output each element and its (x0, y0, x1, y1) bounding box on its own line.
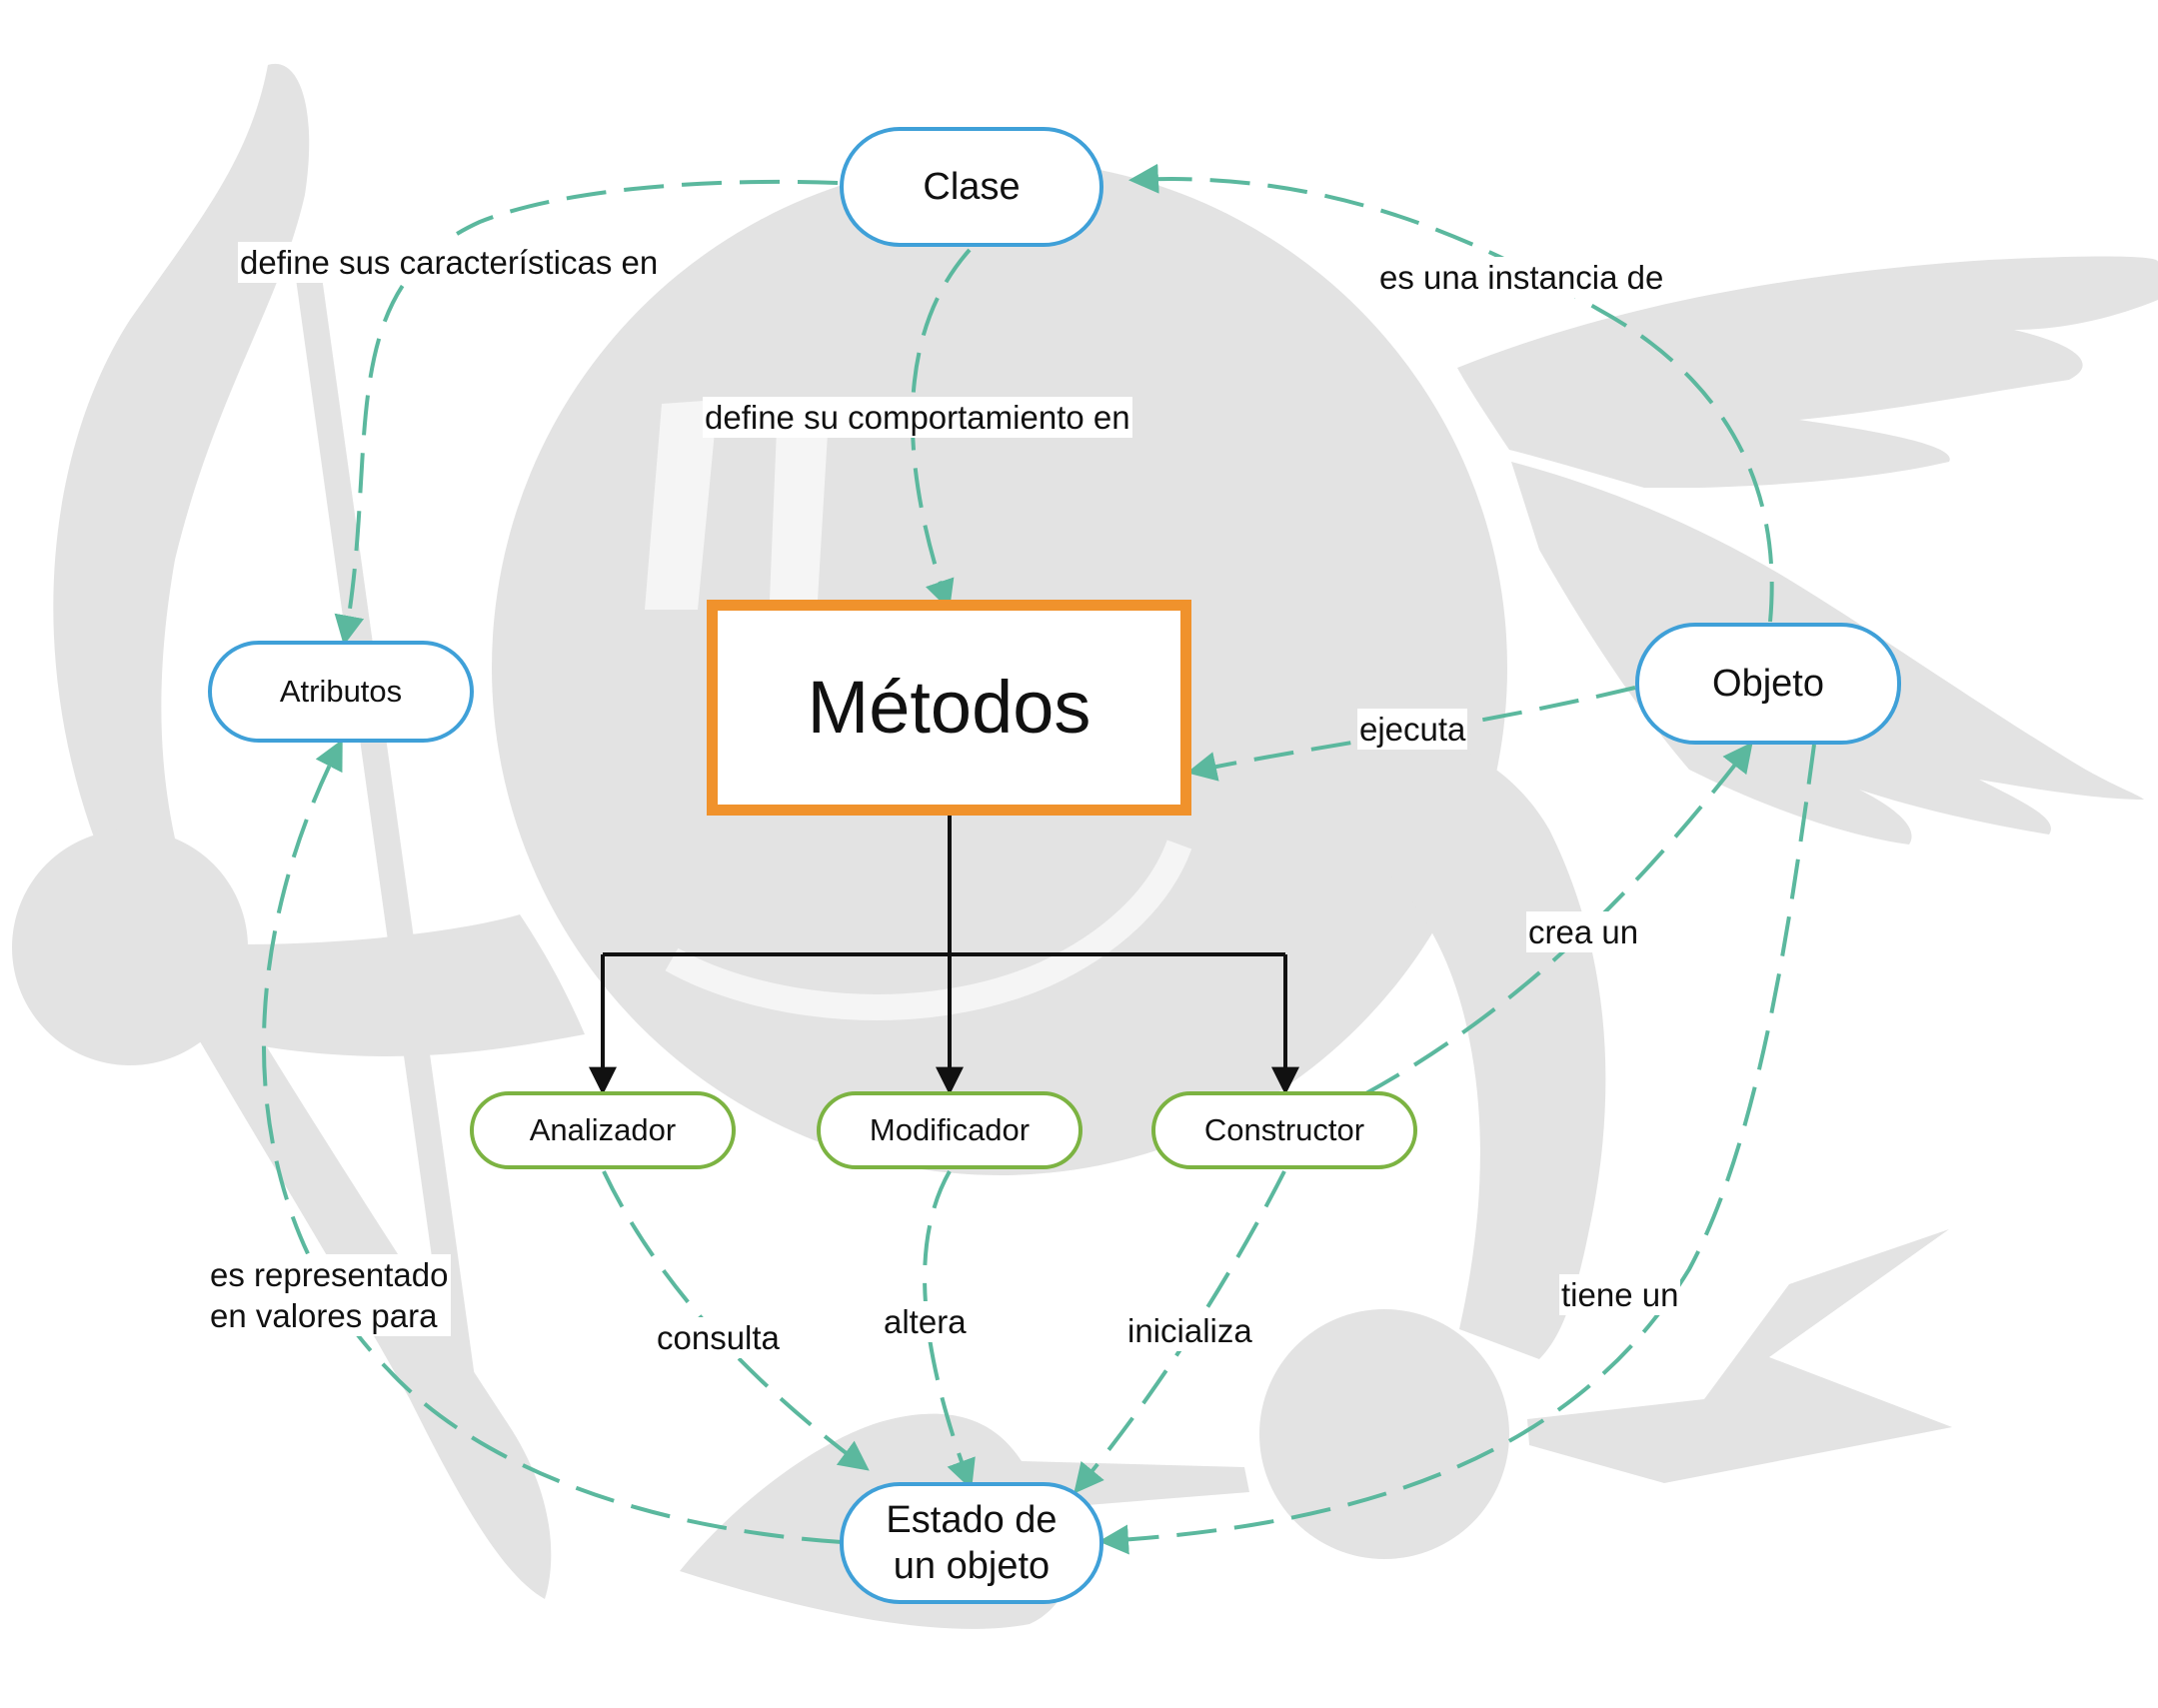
label-constructor-objeto: crea un (1526, 911, 1641, 952)
label-objeto-metodos: ejecuta (1357, 709, 1468, 750)
watermark-spear-shaft (292, 248, 478, 1401)
label-estado-atributos: es representado en valores para (208, 1254, 451, 1336)
node-estado[interactable]: Estado de un objeto (840, 1482, 1103, 1604)
node-clase[interactable]: Clase (840, 127, 1103, 247)
label-objeto-estado: tiene un (1559, 1274, 1681, 1315)
node-atributos[interactable]: Atributos (208, 641, 474, 743)
label-constructor-estado: inicializa (1125, 1310, 1254, 1351)
watermark-cheek-right (1341, 734, 1606, 1359)
watermark-shield-left (12, 830, 248, 1065)
link-objeto-clase (1128, 163, 1774, 623)
watermark-crest-left (53, 63, 552, 1599)
watermark-visor-bar-a (645, 400, 718, 610)
link-modificador-estado (923, 1170, 976, 1490)
label-objeto-clase: es una instancia de (1377, 257, 1666, 298)
watermark-visor-bar-b (770, 400, 830, 600)
watermark-visor-stroke (665, 840, 1192, 1020)
watermark-shield-right (1259, 1309, 1509, 1559)
label-clase-metodos: define su comportamiento en (703, 397, 1132, 438)
label-modificador-estado: altera (882, 1301, 969, 1342)
link-objeto-estado (1098, 744, 1816, 1555)
label-analizador-estado: consulta (655, 1317, 782, 1358)
node-constructor[interactable]: Constructor (1151, 1091, 1417, 1169)
node-objeto[interactable]: Objeto (1635, 623, 1901, 745)
watermark-feather-upper (1457, 256, 2158, 488)
watermark-cheek-guard (225, 914, 585, 1056)
node-modificador[interactable]: Modificador (817, 1091, 1082, 1169)
watermark-spear-head (1527, 1229, 1952, 1483)
link-estado-atributos (261, 739, 843, 1544)
label-clase-atributos: define sus características en (238, 242, 661, 283)
link-clase-atributos (334, 179, 839, 646)
node-analizador[interactable]: Analizador (470, 1091, 736, 1169)
node-metodos[interactable]: Métodos (707, 600, 1191, 816)
